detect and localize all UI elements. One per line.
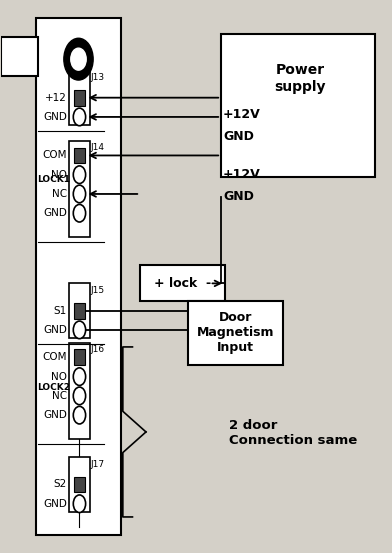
Circle shape	[73, 368, 85, 385]
Text: GND: GND	[43, 499, 67, 509]
Text: +12V: +12V	[223, 108, 261, 121]
Bar	[2, 37, 38, 76]
Text: Power
supply: Power supply	[274, 64, 326, 93]
Circle shape	[73, 406, 85, 424]
Text: + lock  -: + lock -	[154, 276, 211, 290]
Bar	[74, 349, 85, 366]
Bar	[189, 301, 283, 364]
Text: LOCK2: LOCK2	[37, 383, 70, 392]
Circle shape	[73, 166, 85, 184]
Text: NO: NO	[51, 170, 67, 180]
Text: +12: +12	[45, 93, 67, 103]
Text: NC: NC	[52, 391, 67, 401]
Bar	[69, 342, 90, 439]
Text: GND: GND	[43, 325, 67, 335]
Text: NO: NO	[51, 372, 67, 382]
Circle shape	[64, 38, 93, 80]
Circle shape	[73, 387, 85, 405]
Bar	[69, 283, 90, 338]
Text: J17: J17	[91, 460, 105, 469]
Bar	[140, 265, 225, 301]
Text: NC: NC	[52, 189, 67, 199]
Circle shape	[71, 48, 86, 70]
Text: GND: GND	[223, 130, 254, 143]
Bar	[74, 302, 85, 319]
Bar	[69, 457, 90, 512]
Bar	[69, 140, 90, 237]
Bar	[74, 477, 85, 492]
Bar	[36, 18, 121, 535]
Circle shape	[73, 205, 85, 222]
Text: J16: J16	[91, 345, 105, 354]
Text: COM: COM	[42, 150, 67, 160]
Text: S1: S1	[54, 306, 67, 316]
Text: J14: J14	[91, 143, 105, 152]
Text: GND: GND	[43, 112, 67, 122]
Text: J13: J13	[91, 73, 105, 82]
Bar	[221, 34, 376, 178]
Text: Door
Magnetism
Input: Door Magnetism Input	[197, 311, 274, 354]
Text: GND: GND	[43, 410, 67, 420]
Bar	[69, 70, 90, 125]
Circle shape	[73, 495, 85, 513]
Text: S2: S2	[54, 479, 67, 489]
Bar	[74, 148, 85, 163]
Circle shape	[73, 321, 85, 338]
Text: LOCK1: LOCK1	[37, 175, 70, 184]
Text: 2 door
Connection same: 2 door Connection same	[229, 419, 357, 447]
Text: J15: J15	[91, 286, 105, 295]
Bar	[74, 90, 85, 106]
Text: GND: GND	[43, 208, 67, 218]
Text: +12V: +12V	[223, 168, 261, 181]
Text: COM: COM	[42, 352, 67, 362]
Circle shape	[73, 108, 85, 126]
Text: GND: GND	[223, 190, 254, 203]
Circle shape	[73, 185, 85, 203]
